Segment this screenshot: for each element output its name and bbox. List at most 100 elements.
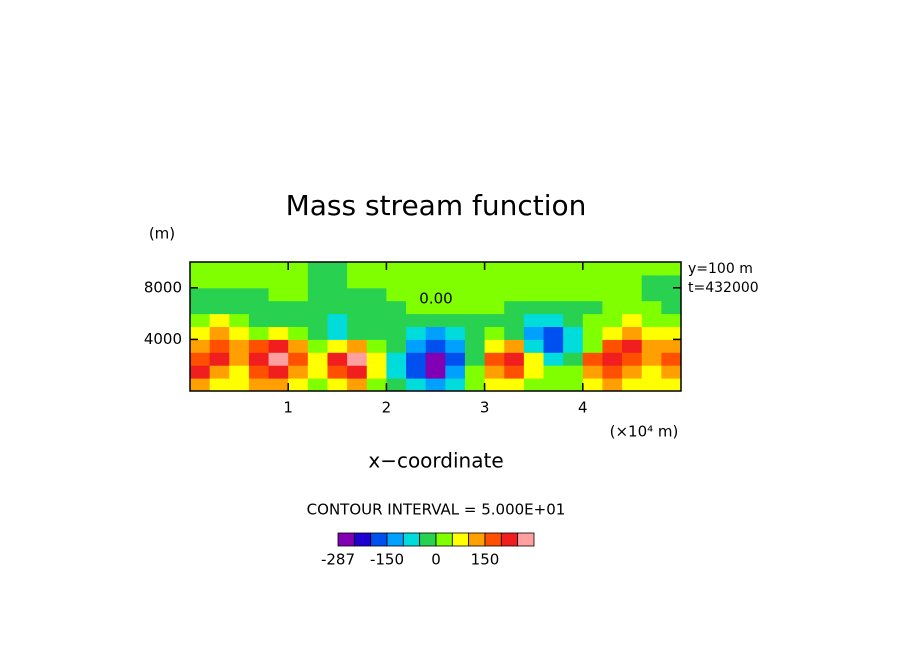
contour-cell — [445, 287, 466, 302]
contour-cell — [464, 378, 486, 392]
contour-cell — [386, 262, 407, 276]
contour-cell — [602, 287, 623, 302]
y-tick-label: 8000 — [144, 278, 182, 296]
contour-cell — [504, 313, 525, 327]
contour-cell — [307, 378, 328, 392]
contour-cell — [406, 262, 427, 276]
contour-cell — [504, 287, 525, 302]
contour-cell — [602, 300, 623, 315]
contour-cell — [327, 274, 348, 289]
contour-cell — [406, 274, 427, 289]
contour-cell — [327, 378, 348, 392]
contour-cell — [190, 274, 211, 289]
contour-cell — [622, 262, 643, 276]
contour-cell — [445, 339, 466, 353]
contour-cell — [229, 300, 250, 315]
contour-cell — [543, 352, 564, 366]
contour-cell — [464, 274, 486, 289]
contour-cell — [464, 262, 486, 276]
contour-cell — [425, 274, 446, 289]
contour-cell — [484, 300, 505, 315]
contour-cell — [347, 326, 368, 340]
contour-cell — [190, 300, 211, 315]
contour-cell — [190, 378, 211, 392]
contour-cell — [543, 378, 564, 392]
contour-cell — [268, 339, 289, 353]
contour-cell — [543, 287, 564, 302]
contour-cell — [504, 274, 525, 289]
contour-cell — [366, 365, 387, 379]
contour-cell — [229, 326, 250, 340]
contour-cell — [288, 365, 309, 379]
contour-cell — [307, 339, 328, 353]
contour-cell — [661, 262, 682, 276]
colorbar-segment — [468, 532, 486, 547]
contour-cell — [602, 352, 623, 366]
contour-cell — [523, 339, 545, 353]
contour-cell — [327, 300, 348, 315]
contour-cell — [327, 287, 348, 302]
contour-cell — [641, 287, 662, 302]
contour-cell — [464, 326, 486, 340]
contour-cell — [209, 287, 230, 302]
contour-cell — [445, 262, 466, 276]
contour-cell — [543, 300, 564, 315]
colorbar-segment — [435, 532, 453, 547]
contour-cell — [484, 378, 505, 392]
contour-cell — [563, 313, 584, 327]
contour-cell — [209, 274, 230, 289]
contour-cell — [386, 313, 407, 327]
contour-cell — [347, 339, 368, 353]
contour-cell — [190, 313, 211, 327]
contour-cell — [386, 274, 407, 289]
contour-cell — [425, 287, 446, 302]
contour-cell — [268, 352, 289, 366]
contour-cell — [190, 352, 211, 366]
contour-cell — [563, 378, 584, 392]
contour-cell — [484, 339, 505, 353]
contour-cell — [484, 274, 505, 289]
contour-cell — [425, 300, 446, 315]
colorbar-segment — [402, 532, 421, 547]
contour-cell — [190, 262, 211, 276]
contour-cell — [406, 326, 427, 340]
contour-cell — [622, 365, 643, 379]
contour-cell — [209, 262, 230, 276]
contour-cell — [543, 339, 564, 353]
contour-cell — [602, 313, 623, 327]
contour-cell — [641, 352, 662, 366]
y-tick-label: 4000 — [144, 330, 182, 348]
contour-cell — [484, 313, 505, 327]
contour-cell — [543, 262, 564, 276]
contour-cell — [484, 326, 505, 340]
contour-cell — [464, 339, 486, 353]
contour-cell — [622, 274, 643, 289]
contour-cell — [288, 300, 309, 315]
colorbar-label: 150 — [471, 551, 500, 569]
contour-cell — [661, 287, 682, 302]
contour-cell — [563, 300, 584, 315]
contour-cell — [445, 378, 466, 392]
contour-cell — [464, 352, 486, 366]
contour-cell — [268, 262, 289, 276]
contour-cell — [229, 352, 250, 366]
contour-cell — [661, 274, 682, 289]
contour-cell — [622, 287, 643, 302]
colorbar-segment — [337, 532, 355, 547]
chart-title: Mass stream function — [286, 189, 587, 222]
contour-cell — [307, 365, 328, 379]
contour-cell — [504, 300, 525, 315]
contour-cell — [582, 352, 603, 366]
contour-cell — [248, 352, 270, 366]
info-text: t=432000 — [688, 280, 759, 296]
contour-cell — [543, 365, 564, 379]
contour-cell — [543, 313, 564, 327]
contour-cell — [248, 326, 270, 340]
colorbar-segment — [419, 532, 437, 547]
colorbar-segment — [353, 532, 372, 547]
contour-cell — [248, 262, 270, 276]
contour-cell — [366, 339, 387, 353]
contour-cell — [582, 287, 603, 302]
contour-cell — [327, 313, 348, 327]
contour-cell — [347, 313, 368, 327]
